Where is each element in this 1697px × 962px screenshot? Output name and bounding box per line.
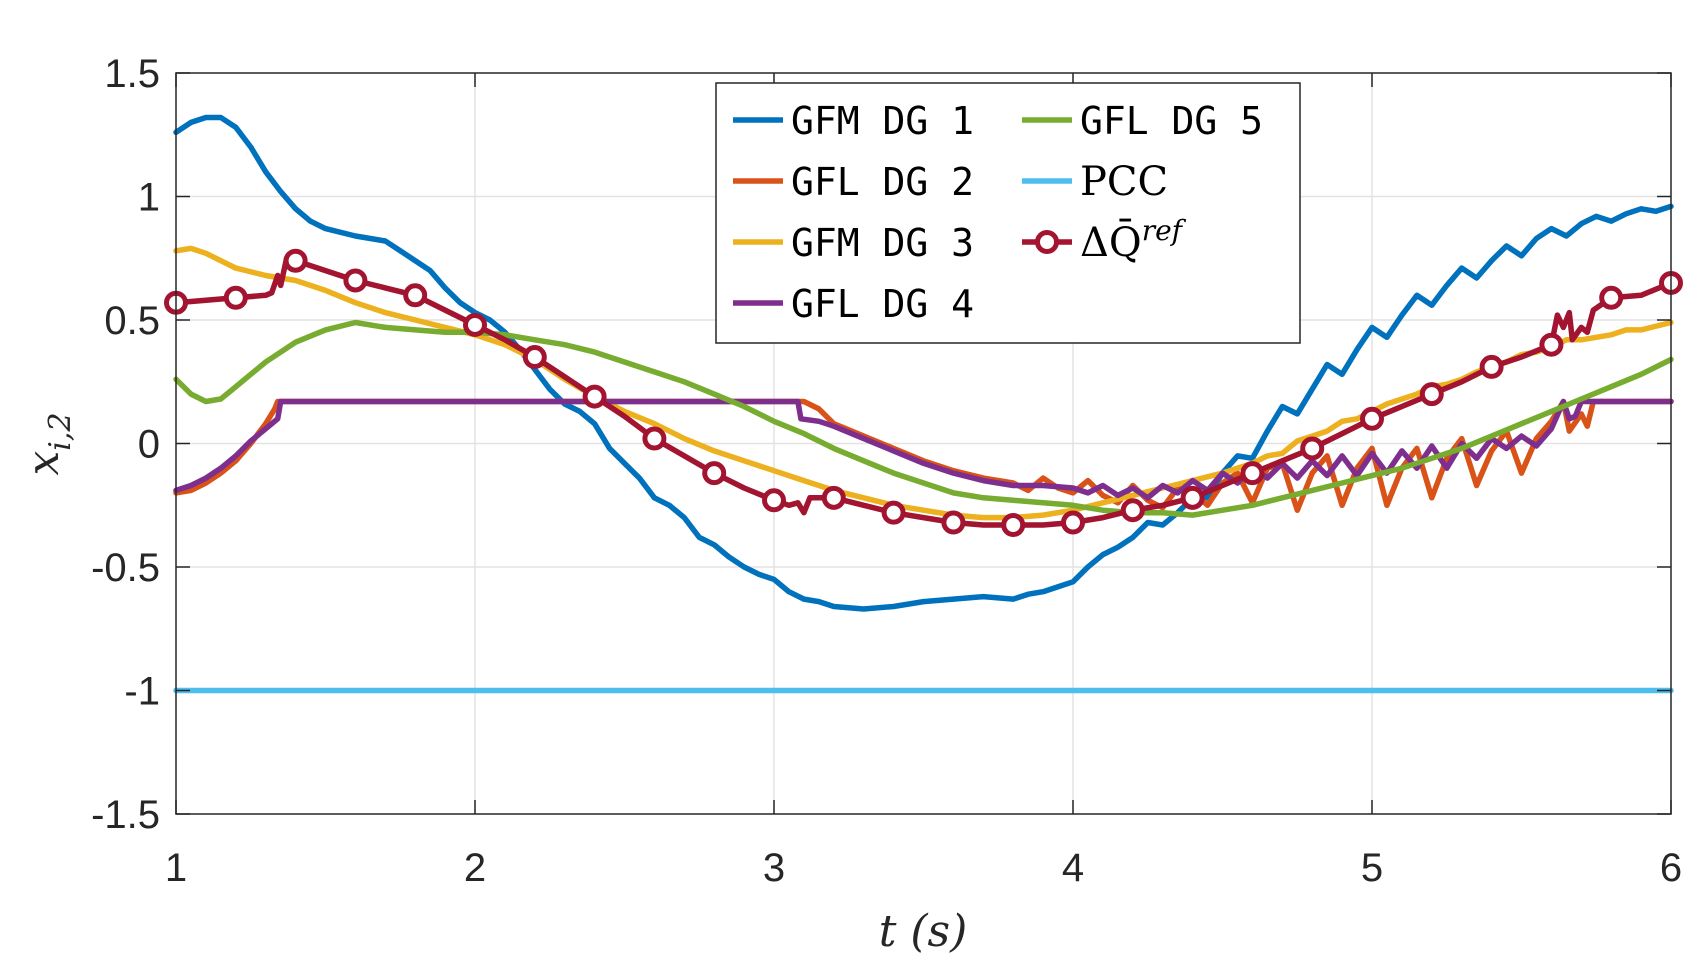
series-7-q-ref-marker: [343, 268, 368, 293]
y-tick-label: 0: [138, 423, 160, 467]
y-axis-label-main: x: [18, 451, 69, 476]
x-tick-label: 1: [165, 846, 187, 890]
x-tick-label: 5: [1361, 846, 1383, 890]
series-7-q-ref-marker: [463, 312, 487, 337]
legend-entry-7-label: ΔQ̄ref: [1080, 214, 1187, 266]
series-7-q-ref-marker: [1479, 354, 1504, 379]
y-tick-label: -0.5: [91, 546, 160, 590]
series-7-q-ref-marker: [702, 461, 727, 486]
series-7-q-ref-marker: [1300, 436, 1325, 461]
y-tick-label: -1: [124, 670, 160, 714]
legend-entry-5-label: GFL DG 5: [1080, 99, 1263, 143]
x-tick-label: 4: [1062, 846, 1084, 890]
series-7-q-ref-marker: [223, 285, 248, 310]
series-7-q-ref-marker: [1360, 406, 1384, 431]
ticks: 1 2 3 4 5 6 -1.5 -1 -0.5 0 0.5 1 1.5: [91, 52, 1682, 890]
x-tick-label: 6: [1660, 846, 1682, 890]
series-7-q-ref-marker: [283, 248, 308, 273]
y-axis-label: xi,2: [18, 412, 78, 475]
legend-entry-4-label: GFL DG 4: [791, 282, 974, 326]
legend-entry-7-swatch-marker: [1035, 230, 1059, 254]
series-7-q-ref-marker: [642, 426, 667, 451]
series-7-q-ref-marker: [1539, 332, 1564, 357]
series-7-q-ref-marker: [881, 500, 906, 525]
series-7-q-ref-marker: [582, 384, 607, 409]
y-tick-label: -1.5: [91, 793, 160, 837]
series-7-q-ref-marker: [1419, 382, 1444, 407]
series-layer: [164, 114, 1683, 694]
legend-box: [715, 82, 1301, 344]
series-5-gfl-dg-5-line: [173, 319, 1674, 518]
y-tick-label: 1: [138, 176, 160, 220]
x-tick-label: 3: [763, 846, 785, 890]
x-tick-label: 2: [464, 846, 486, 890]
series-1-gfm-dg-1-line: [173, 114, 1674, 612]
legend-entry-1-label: GFM DG 1: [791, 99, 974, 143]
series-7-q-ref-marker: [1180, 485, 1205, 510]
series-7-q-ref-marker: [941, 510, 966, 535]
y-axis-label-sub: i,2: [43, 412, 78, 450]
y-tick-label: 1.5: [104, 52, 160, 96]
series-7-q-ref-marker: [403, 283, 428, 308]
series-7-q-ref-marker: [821, 485, 846, 510]
legend-entry-2-label: GFL DG 2: [791, 160, 974, 204]
series-7-q-ref-marker: [1599, 285, 1624, 310]
series-7-q-ref-marker: [522, 345, 547, 370]
series-7-q-ref-marker: [1240, 461, 1265, 486]
legend: GFM DG 1 GFL DG 2 GFM DG 3 GFL DG 4 GFL DG 5…: [715, 82, 1301, 344]
x-axis-label: t (s): [879, 906, 968, 957]
series-7-q-ref-marker: [1001, 513, 1026, 538]
series-7-q-ref-marker: [762, 488, 786, 513]
legend-entry-6-label: PCC: [1080, 159, 1168, 205]
y-tick-label: 0.5: [104, 299, 160, 343]
series-7-q-ref-line: [173, 255, 1674, 528]
series-7-q-ref-marker: [1061, 510, 1085, 535]
series-7-q-ref-marker: [1120, 498, 1145, 523]
series-4-gfl-dg-4-line: [173, 398, 1674, 501]
legend-entry-3-label: GFM DG 3: [791, 221, 974, 265]
svg-text:xi,2: xi,2: [18, 412, 78, 475]
